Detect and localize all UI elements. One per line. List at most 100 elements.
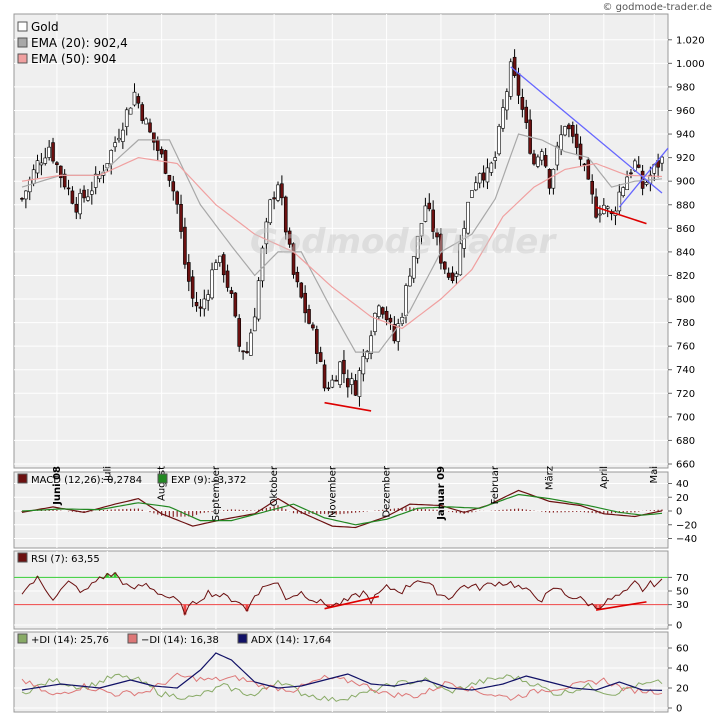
candle-body [287, 230, 292, 245]
candle-body [237, 318, 242, 347]
candle-body [590, 180, 594, 195]
candle-body [55, 162, 59, 166]
candle-body [249, 332, 253, 356]
xtick-label: März [545, 466, 556, 490]
candle-body [377, 305, 381, 317]
candle-body [520, 96, 525, 110]
candle-body [318, 352, 323, 362]
rsi-trend-line [324, 595, 380, 610]
ytick-label: 760 [676, 342, 695, 353]
candle-body [481, 172, 486, 181]
candle-body [97, 174, 102, 179]
ema20-line [21, 133, 663, 353]
legend-label: EMA (20): 902,4 [31, 36, 128, 50]
candle-body [241, 350, 245, 353]
candle-body [113, 142, 117, 148]
ytick-label: 900 [676, 177, 695, 188]
candle-body [194, 301, 199, 307]
candle-body [423, 205, 428, 222]
candle-body [346, 378, 350, 388]
ytick-label: 780 [676, 318, 695, 329]
legend-swatch [237, 633, 248, 644]
legend-swatch [17, 633, 28, 644]
ytick-label: 60 [676, 644, 689, 655]
candle-body [190, 276, 195, 299]
ytick-label: 800 [676, 295, 695, 306]
ytick-label: 740 [676, 365, 695, 376]
macd-line [21, 489, 663, 529]
ytick-label: 20 [676, 493, 689, 504]
candle-body [66, 187, 71, 190]
candle-body [660, 156, 664, 164]
rsi-trend-line [595, 601, 647, 611]
candle-body [369, 335, 373, 354]
candle-body [567, 124, 571, 130]
candle-body [175, 191, 179, 205]
candle-body [225, 270, 230, 288]
candle-body [361, 356, 366, 375]
candle-body [159, 148, 164, 155]
candle-body [117, 137, 121, 141]
candle-body [307, 309, 311, 324]
candle-body [508, 61, 513, 97]
ytick-label: 820 [676, 271, 695, 282]
candle-body [245, 351, 249, 354]
candle-body [384, 310, 389, 321]
candle-body [373, 312, 377, 332]
legend-swatch [17, 37, 28, 48]
ytick-label: 0 [676, 621, 682, 632]
candle-body [493, 157, 498, 161]
xtick-label: September [211, 465, 222, 521]
exp-line [21, 493, 663, 526]
candle-body [74, 203, 79, 213]
ytick-label: 860 [676, 224, 695, 235]
legend-label: ADX (14): 17,64 [251, 635, 331, 646]
candle-body [388, 317, 393, 323]
legend-label: EMA (50): 904 [31, 52, 116, 66]
ytick-label: 70 [676, 573, 689, 584]
xtick-label: November [327, 465, 338, 518]
xtick-label: Oktober [269, 465, 280, 506]
candle-body [121, 129, 125, 142]
candle-body [586, 159, 591, 180]
ytick-label: 40 [676, 664, 689, 675]
candle-body [349, 378, 354, 385]
ytick-label: 40 [676, 479, 689, 490]
candle-body [70, 190, 75, 204]
candle-body [629, 172, 633, 175]
candle-body [334, 379, 338, 382]
candle-body [454, 273, 459, 277]
candle-body [183, 226, 187, 265]
xtick-label: Juni 08 [52, 466, 63, 506]
candle-body [470, 190, 474, 198]
candle-body [256, 280, 261, 320]
candle-body [338, 361, 342, 385]
candle-body [280, 183, 284, 199]
ytick-label: 920 [676, 153, 695, 164]
xtick-label: Dezember [382, 465, 393, 517]
candle-body [380, 307, 385, 315]
candle-body [539, 151, 544, 161]
candle-body [167, 174, 172, 181]
candle-body [621, 187, 626, 196]
xtick-label: Mai [649, 466, 660, 484]
legend-label: RSI (7): 63,55 [31, 554, 100, 565]
candle-body [442, 261, 447, 270]
candle-body [342, 359, 346, 375]
ytick-label: 700 [676, 412, 695, 423]
candle-body [551, 168, 556, 189]
candle-body [206, 294, 210, 301]
candle-body [27, 179, 32, 193]
candle-body [140, 104, 145, 121]
ytick-label: 880 [676, 200, 695, 211]
candle-body [396, 323, 401, 342]
candle-body [644, 182, 649, 185]
candle-body [353, 380, 358, 396]
legend-swatch [17, 552, 28, 563]
candle-body [299, 282, 304, 298]
candle-body [35, 160, 40, 174]
candle-body [179, 204, 183, 232]
candle-body [218, 255, 222, 263]
candle-body [252, 316, 257, 332]
candle-body [532, 153, 536, 165]
